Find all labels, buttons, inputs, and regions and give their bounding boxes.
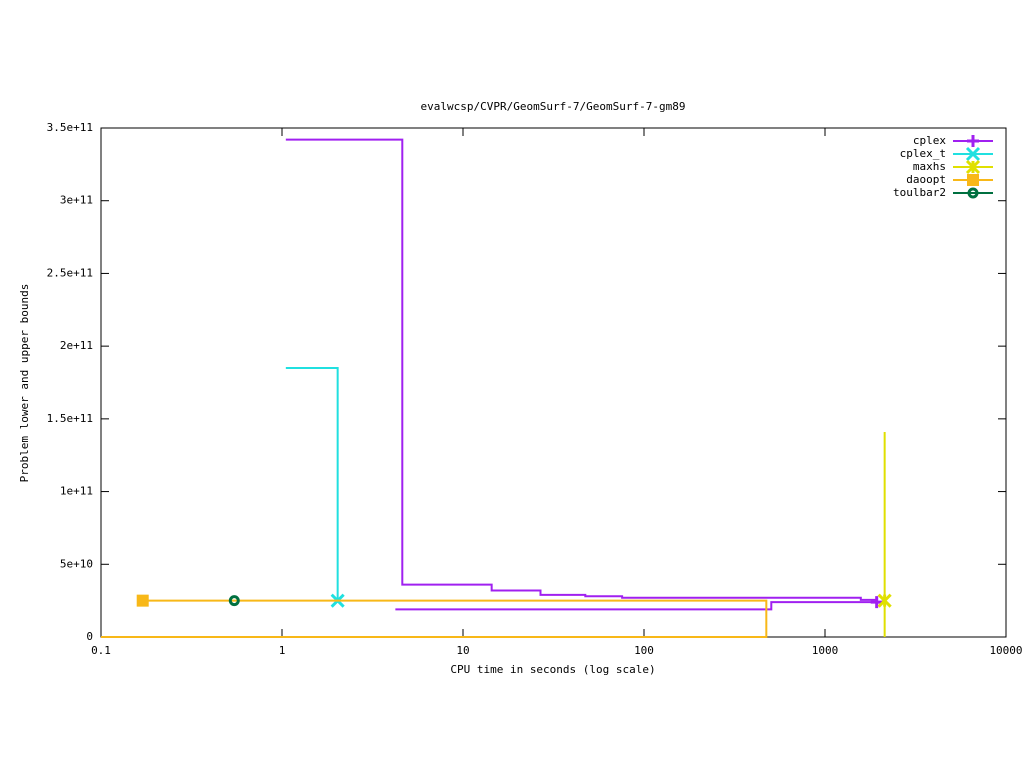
- marker: [877, 593, 892, 608]
- legend-marker: [965, 146, 981, 162]
- x-axis-label: CPU time in seconds (log scale): [450, 663, 655, 676]
- legend-marker: [965, 159, 981, 175]
- series-line: [285, 366, 339, 601]
- x-tick-label: 0.1: [91, 644, 111, 657]
- legend-label: toulbar2: [893, 186, 946, 199]
- series-line: [285, 138, 877, 611]
- y-tick-label: 1e+11: [60, 485, 93, 498]
- legend-label: daoopt: [906, 173, 946, 186]
- legend-marker: [967, 174, 979, 186]
- x-tick-label: 1000: [812, 644, 839, 657]
- marker: [136, 594, 149, 607]
- legend-marker: [967, 135, 979, 147]
- legend-label: cplex: [913, 134, 946, 147]
- y-tick-label: 3e+11: [60, 194, 93, 207]
- series-line: [101, 599, 768, 638]
- y-tick-label: 2e+11: [60, 339, 93, 352]
- x-tick-label: 100: [634, 644, 654, 657]
- legend-label: cplex_t: [900, 147, 946, 160]
- marker: [228, 595, 240, 607]
- x-tick-label: 10000: [989, 644, 1022, 657]
- y-tick-label: 0: [86, 630, 93, 643]
- x-tick-label: 10: [456, 644, 469, 657]
- chart-title: evalwcsp/CVPR/GeomSurf-7/GeomSurf-7-gm89: [421, 100, 686, 113]
- marker: [870, 596, 883, 609]
- y-tick-label: 2.5e+11: [47, 266, 93, 279]
- y-tick-label: 1.5e+11: [47, 412, 93, 425]
- y-axis-label: Problem lower and upper bounds: [18, 284, 31, 483]
- y-tick-label: 5e+10: [60, 557, 93, 570]
- legend-marker: [967, 187, 979, 199]
- legend-label: maxhs: [913, 160, 946, 173]
- x-tick-label: 1: [279, 644, 286, 657]
- plot-frame: [100, 127, 1007, 638]
- y-tick-label: 3.5e+11: [47, 121, 93, 134]
